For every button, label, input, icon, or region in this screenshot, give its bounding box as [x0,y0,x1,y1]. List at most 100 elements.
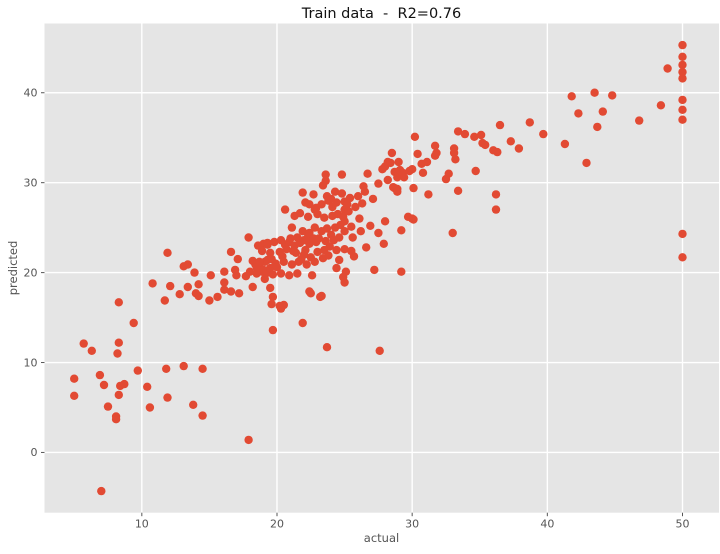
scatter-point [380,217,390,226]
scatter-point [143,382,152,391]
scatter-point [539,129,548,139]
scatter-point [166,281,175,291]
y-tick-label: 10 [24,356,38,369]
scatter-point [394,157,403,167]
scatter-point [303,212,313,221]
scatter-point [430,141,440,150]
scatter-point [120,379,129,389]
scatter-point [348,233,357,242]
scatter-point [678,67,687,77]
scatter-point [293,269,302,278]
scatter-point [268,325,278,335]
scatter-point [278,252,287,261]
scatter-point [345,193,355,203]
scatter-point [129,318,138,328]
scatter-point [260,274,269,284]
scatter-point [160,296,169,305]
scatter-point [347,246,356,256]
scatter-point [287,260,297,269]
scatter-point [678,95,687,105]
scatter-point [418,168,428,177]
scatter-point [103,402,113,411]
scatter-point [305,287,314,296]
scatter-point [663,64,672,73]
scatter-point [359,182,368,191]
scatter-point [287,223,297,232]
scatter-point [248,282,257,292]
scatter-point [114,390,124,400]
scatter-point [179,361,188,371]
scatter-point [598,107,607,116]
scatter-point [343,200,352,209]
scatter-point [525,118,534,127]
scatter-point [493,147,502,157]
scatter-point [386,158,395,168]
scatter-point [678,229,687,239]
scatter-point [111,412,121,421]
scatter-point [374,179,383,188]
scatter-point [574,109,583,118]
scatter-point [353,192,363,201]
scatter-point [470,132,479,141]
scatter-point [270,237,279,247]
scatter-point [289,246,298,256]
scatter-point [97,486,106,496]
scatter-point [234,289,244,298]
scatter-point [313,209,322,219]
scatter-point [332,245,341,255]
scatter-point [163,248,172,257]
scatter-point [267,299,276,309]
scatter-point [205,296,214,305]
scatter-point [307,271,317,280]
scatter-point [582,158,591,168]
scatter-point [183,260,192,269]
scatter-point [355,214,364,223]
scatter-point [302,260,311,269]
scatter-point [276,269,286,278]
x-tick-label: 50 [676,518,690,531]
scatter-point [460,129,470,139]
scatter-point [286,234,295,243]
scatter-point [608,91,617,100]
scatter-point [95,370,105,380]
scatter-point [448,228,457,238]
scatter-point [268,270,278,279]
scatter-point [424,190,433,199]
scatter-point [322,224,332,233]
scatter-point [257,246,267,256]
scatter-point [413,149,422,159]
scatter-point [336,220,345,230]
scatter-point [370,265,379,275]
scatter-point [453,127,463,136]
scatter-point [310,223,319,232]
scatter-point [656,101,666,110]
scatter-point [375,346,384,355]
scatter-point [678,105,687,115]
scatter-point [339,212,348,221]
scatter-point [321,236,330,246]
scatter-point [422,157,432,167]
scatter-points [70,40,687,496]
scatter-point [190,268,199,277]
scatter-point [337,189,347,198]
x-tick-label: 10 [135,518,149,531]
scatter-point [280,205,290,214]
scatter-point [374,228,383,238]
plot-panel [44,23,719,513]
scatter-point [317,291,326,301]
y-tick-label: 20 [24,266,38,279]
scatter-point [324,251,333,260]
scatter-point [593,122,602,132]
scatter-point [430,151,440,160]
scatter-point [226,247,236,257]
scatter-point [313,247,322,257]
scatter-point [453,186,463,195]
scatter-point [133,366,142,375]
scatter-point [344,207,353,216]
scatter-point [148,279,157,288]
scatter-point [113,349,122,358]
scatter-point [393,187,402,196]
scatter-point [567,92,576,101]
scatter-point [263,240,272,249]
scatter-point [356,227,365,236]
